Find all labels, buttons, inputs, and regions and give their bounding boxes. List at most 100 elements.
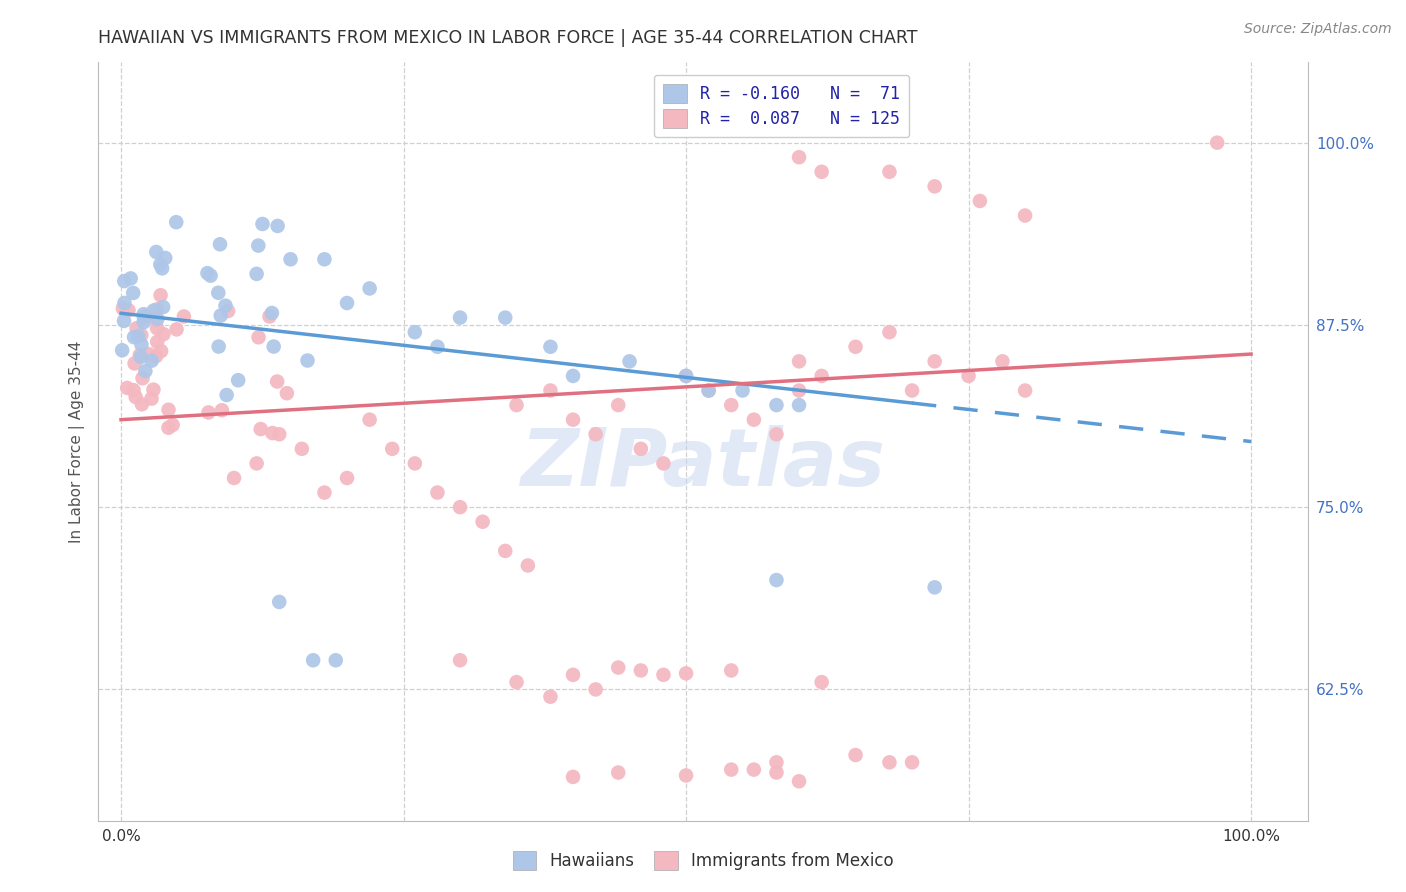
Point	[585, 682, 607, 697]
Point	[742, 412, 765, 426]
Point	[845, 340, 868, 354]
Point	[619, 354, 641, 368]
Point	[720, 763, 742, 777]
Point	[259, 310, 281, 324]
Point	[141, 392, 163, 406]
Point	[449, 653, 471, 667]
Point	[214, 299, 236, 313]
Point	[111, 301, 134, 316]
Point	[297, 353, 319, 368]
Point	[208, 340, 231, 354]
Point	[145, 244, 167, 259]
Point	[1014, 209, 1036, 223]
Point	[157, 421, 180, 435]
Point	[215, 388, 238, 402]
Point	[336, 471, 359, 485]
Point	[209, 309, 232, 323]
Point	[145, 349, 167, 363]
Point	[129, 350, 152, 364]
Point	[207, 285, 229, 300]
Point	[280, 252, 302, 267]
Y-axis label: In Labor Force | Age 35-44: In Labor Force | Age 35-44	[69, 341, 84, 542]
Point	[630, 664, 652, 678]
Point	[336, 296, 359, 310]
Point	[652, 457, 675, 471]
Point	[787, 150, 810, 164]
Point	[134, 310, 156, 324]
Point	[607, 765, 630, 780]
Point	[562, 368, 585, 383]
Point	[222, 471, 245, 485]
Point	[263, 340, 285, 354]
Point	[426, 485, 449, 500]
Point	[129, 328, 152, 343]
Point	[538, 384, 561, 398]
Point	[125, 390, 148, 404]
Point	[404, 457, 426, 471]
Point	[246, 457, 269, 471]
Point	[765, 398, 787, 412]
Point	[991, 354, 1014, 368]
Point	[145, 313, 167, 327]
Point	[924, 580, 946, 594]
Point	[247, 238, 270, 252]
Point	[120, 271, 142, 285]
Point	[494, 544, 516, 558]
Point	[652, 668, 675, 682]
Text: HAWAIIAN VS IMMIGRANTS FROM MEXICO IN LABOR FORCE | AGE 35-44 CORRELATION CHART: HAWAIIAN VS IMMIGRANTS FROM MEXICO IN LA…	[98, 29, 918, 47]
Point	[562, 668, 585, 682]
Point	[211, 403, 233, 417]
Point	[381, 442, 404, 456]
Point	[146, 312, 169, 326]
Point	[150, 261, 173, 276]
Point	[138, 347, 160, 361]
Point	[810, 368, 832, 383]
Point	[217, 304, 239, 318]
Point	[879, 756, 901, 770]
Point	[675, 666, 697, 681]
Point	[155, 251, 177, 265]
Point	[901, 384, 924, 398]
Point	[146, 321, 169, 335]
Point	[787, 384, 810, 398]
Point	[197, 266, 219, 280]
Point	[675, 368, 697, 383]
Point	[249, 422, 271, 436]
Point	[131, 337, 153, 351]
Point	[269, 595, 291, 609]
Point	[449, 500, 471, 515]
Point	[134, 364, 156, 378]
Point	[111, 343, 134, 358]
Point	[246, 267, 269, 281]
Point	[924, 179, 946, 194]
Point	[302, 653, 325, 667]
Point	[675, 368, 697, 383]
Text: Source: ZipAtlas.com: Source: ZipAtlas.com	[1244, 22, 1392, 37]
Point	[742, 763, 765, 777]
Point	[787, 398, 810, 412]
Point	[226, 373, 249, 387]
Point	[115, 381, 138, 395]
Point	[607, 398, 630, 412]
Point	[142, 303, 165, 318]
Point	[117, 303, 139, 318]
Point	[538, 340, 561, 354]
Point	[112, 314, 135, 328]
Point	[291, 442, 314, 456]
Point	[471, 515, 494, 529]
Point	[114, 296, 136, 310]
Point	[141, 353, 163, 368]
Point	[200, 268, 222, 283]
Point	[969, 194, 991, 208]
Legend: R = -0.160   N =  71, R =  0.087   N = 125: R = -0.160 N = 71, R = 0.087 N = 125	[654, 75, 910, 137]
Point	[449, 310, 471, 325]
Point	[128, 348, 150, 362]
Point	[697, 384, 720, 398]
Point	[122, 330, 145, 344]
Point	[132, 307, 155, 321]
Point	[162, 417, 184, 432]
Point	[516, 558, 538, 573]
Point	[359, 412, 381, 426]
Point	[957, 368, 980, 383]
Point	[173, 310, 195, 324]
